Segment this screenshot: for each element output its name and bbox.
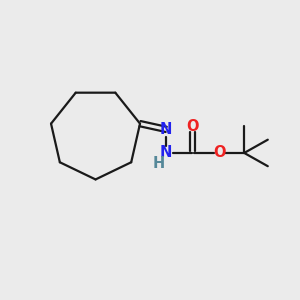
- Text: O: O: [213, 146, 225, 160]
- Text: N: N: [160, 122, 172, 137]
- Text: H: H: [153, 156, 165, 171]
- Text: O: O: [186, 119, 199, 134]
- Text: N: N: [160, 146, 172, 160]
